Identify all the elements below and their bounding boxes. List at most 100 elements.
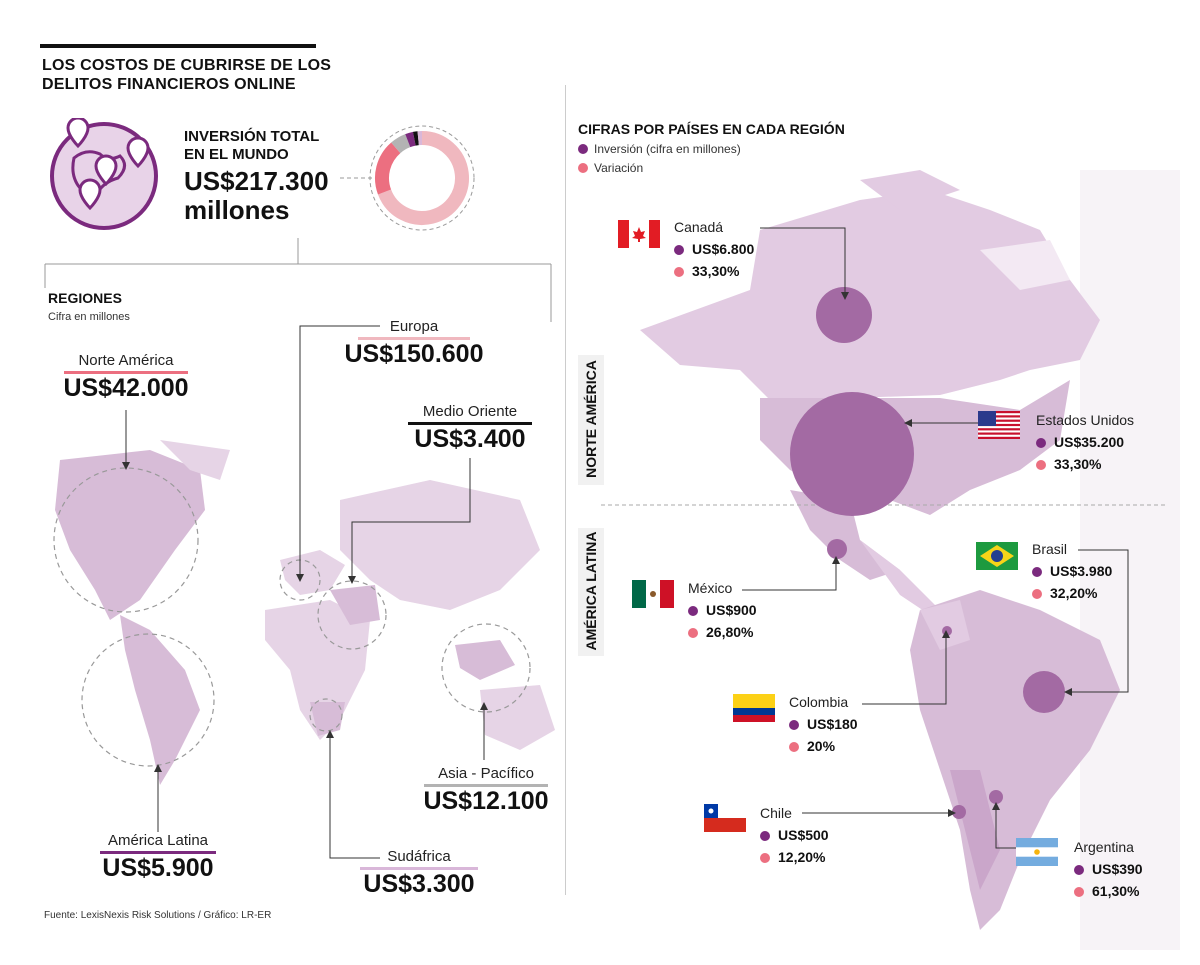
legend-dot-variation [578,163,588,173]
canada-flag-icon [618,220,660,248]
region-value: US$5.900 [102,854,214,882]
colombia-flag-icon [733,694,775,722]
region-name: Sudáfrica [387,848,451,865]
country-brasil: Brasil US$3.980 32,20% [1032,541,1112,601]
donut-slice [391,134,411,154]
region-bracket [44,238,552,322]
country-variation: 26,80% [688,624,757,640]
investment-value: US$35.200 [1054,434,1125,450]
region-value: US$150.600 [344,340,484,368]
country-investment: US$180 [789,716,858,732]
title-bar [40,44,316,48]
investment-dot [1032,567,1042,577]
country-chile: Chile US$500 12,20% [760,805,829,865]
total-label-line-2: EN EL MUNDO [184,146,289,163]
variation-value: 61,30% [1092,883,1140,899]
region-asia-pacifico: Asia - Pacífico US$12.100 [420,765,552,816]
legend-investment-label: Inversión (cifra en millones) [594,142,741,156]
country-name: México [688,580,733,596]
region-name: Norte América [78,352,174,369]
title-line-2: DELITOS FINANCIEROS ONLINE [42,76,296,93]
region-name: Medio Oriente [422,403,518,420]
country-variation: 61,30% [1074,883,1143,899]
country-investment: US$35.200 [1036,434,1134,450]
variation-dot [760,853,770,863]
investment-value: US$6.800 [692,241,755,257]
country-variation: 33,30% [674,263,754,279]
variation-value: 33,30% [692,263,740,279]
total-value: US$217.300 millones [184,167,329,225]
investment-value: US$180 [807,716,858,732]
country-name: Argentina [1074,839,1134,855]
donut-slice [377,131,469,225]
regions-subtitle: Cifra en millones [48,311,130,323]
variation-value: 33,30% [1054,456,1102,472]
country-name: Estados Unidos [1036,412,1135,428]
total-label: INVERSIÓN TOTAL EN EL MUNDO [184,128,319,164]
variation-dot [1036,460,1046,470]
investment-dot [789,720,799,730]
region-underline [64,371,188,374]
country-variation: 33,30% [1036,456,1134,472]
mexico-flag-icon [632,580,674,608]
page-title: LOS COSTOS DE CUBRIRSE DE LOS DELITOS FI… [42,56,331,94]
donut-slice [412,131,419,146]
region-medio-oriente: Medio Oriente US$3.400 [408,403,532,454]
variation-value: 20% [807,738,836,754]
region-underline [424,784,548,787]
legend-variation: Variación [578,161,643,175]
variation-dot [688,628,698,638]
region-leaders [122,325,488,859]
region-norte-america: Norte América US$42.000 [56,352,196,403]
investment-dot [688,606,698,616]
total-label-line-1: INVERSIÓN TOTAL [184,128,320,145]
country-colombia: Colombia US$180 20% [789,694,858,754]
band-north-label: NORTE AMÉRICA [583,360,599,478]
investment-value: US$900 [706,602,757,618]
total-value-line-1: US$217.300 [184,166,329,196]
country-argentina: Argentina US$390 61,30% [1074,839,1143,899]
country-name: Colombia [789,694,849,710]
total-value-line-2: millones [184,195,290,225]
country-investment: US$390 [1074,861,1143,877]
region-europa: Europa US$150.600 [340,318,488,369]
country-investment: US$3.980 [1032,563,1112,579]
legend-dot-investment [578,144,588,154]
region-value: US$12.100 [423,787,549,815]
country-name: Brasil [1032,541,1068,557]
investment-value: US$3.980 [1050,563,1113,579]
region-value: US$3.300 [363,870,475,898]
country-variation: 32,20% [1032,585,1112,601]
region-name: América Latina [107,832,209,849]
argentina-flag-icon [1016,838,1058,866]
country-investment: US$6.800 [674,241,754,257]
investment-dot [1036,438,1046,448]
donut-chart [340,125,475,231]
country-mexico: México US$900 26,80% [688,580,757,640]
investment-dot [1074,865,1084,875]
variation-value: 26,80% [706,624,754,640]
vertical-divider [565,85,566,895]
donut-slice [375,142,401,195]
variation-value: 12,20% [778,849,826,865]
region-name: Asia - Pacífico [438,765,534,782]
chile-flag-icon [704,804,746,832]
americas-map [600,170,1180,950]
investment-value: US$500 [778,827,829,843]
world-map [53,440,555,785]
variation-value: 32,20% [1050,585,1098,601]
title-line-1: LOS COSTOS DE CUBRIRSE DE LOS [42,57,332,74]
investment-value: US$390 [1092,861,1143,877]
region-value: US$42.000 [63,374,189,402]
band-north-america: NORTE AMÉRICA [578,355,604,485]
country-name: Chile [760,805,792,821]
globe-pin-icon [50,118,158,230]
legend-investment: Inversión (cifra en millones) [578,142,741,156]
region-underline [100,851,216,854]
country-variation: 12,20% [760,849,829,865]
region-name: Europa [389,318,439,335]
source-note: Fuente: LexisNexis Risk Solutions / Gráf… [44,910,272,921]
variation-dot [1074,887,1084,897]
donut-slice [405,131,416,148]
